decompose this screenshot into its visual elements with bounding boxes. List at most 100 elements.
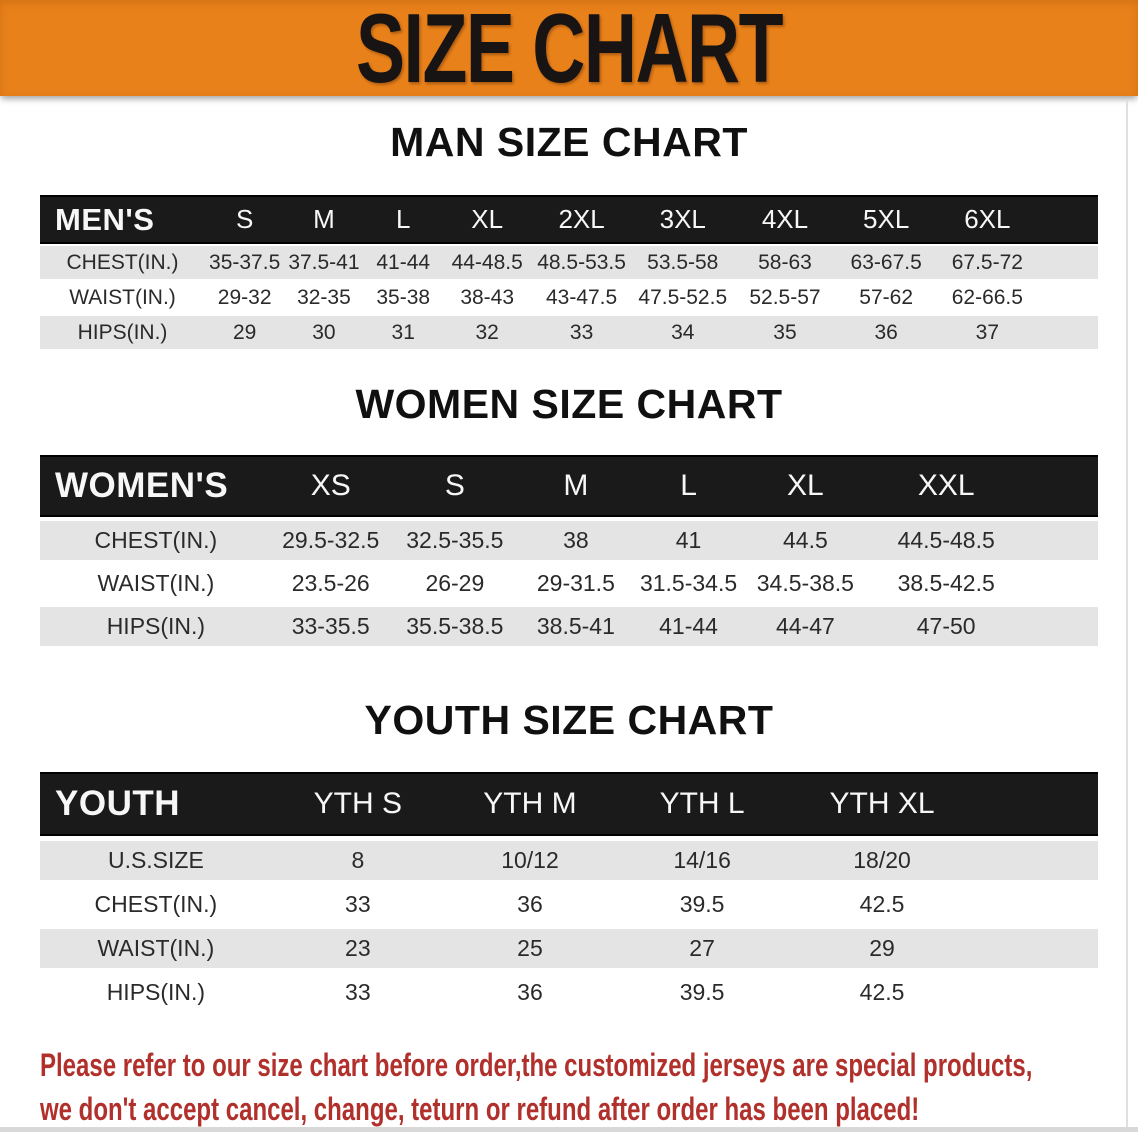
men-size-table: MEN'S S M L XL 2XL 3XL 4XL 5XL 6XL CHEST(IN.) 35-37… — [40, 193, 1098, 351]
men-size-section: MAN SIZE CHART MEN'S S M L XL 2XL 3XL 4XL 5XL 6XL… — [0, 122, 1138, 351]
size-value-cell: 32 — [442, 316, 532, 349]
row-spacer — [975, 885, 1098, 924]
size-column-header: 2XL — [531, 195, 632, 244]
youth-size-table: YOUTH YTH S YTH M YTH L YTH XL U.S.SIZE 8 10/12… — [40, 767, 1098, 1017]
size-value-cell: 23 — [271, 929, 444, 968]
size-value-cell: 35-38 — [363, 281, 443, 314]
women-size-table: WOMEN'S XS S M L XL XXL CHEST(IN.) 29.5-32.5 32.5… — [40, 451, 1098, 650]
size-column-header: 5XL — [836, 195, 937, 244]
size-header-row: YOUTH YTH S YTH M YTH L YTH XL — [40, 772, 1098, 836]
size-value-cell: 33-35.5 — [271, 607, 390, 646]
row-label: WAIST(IN.) — [40, 929, 272, 968]
size-value-cell: 48.5-53.5 — [531, 246, 632, 279]
size-value-cell: 29-31.5 — [520, 564, 632, 603]
bottom-edge-artifact — [0, 1127, 1138, 1132]
row-spacer — [975, 973, 1098, 1012]
size-value-cell: 14/16 — [616, 841, 789, 880]
size-value-cell: 32-35 — [284, 281, 364, 314]
size-table-row: WAIST(IN.) 29-32 32-35 35-38 38-43 43-47.5 47.… — [40, 281, 1098, 314]
table-corner-label: YOUTH — [40, 772, 272, 836]
size-value-cell: 18/20 — [788, 841, 976, 880]
size-value-cell: 37.5-41 — [284, 246, 364, 279]
size-value-cell: 58-63 — [733, 246, 837, 279]
size-value-cell: 8 — [271, 841, 444, 880]
row-spacer — [975, 929, 1098, 968]
row-spacer — [975, 841, 1098, 880]
size-value-cell: 67.5-72 — [936, 246, 1039, 279]
size-column-header: M — [520, 455, 632, 517]
size-value-cell: 26-29 — [389, 564, 521, 603]
row-label: CHEST(IN.) — [40, 885, 272, 924]
header-spacer — [1027, 455, 1098, 517]
size-value-cell: 27 — [616, 929, 789, 968]
size-value-cell: 37 — [936, 316, 1039, 349]
size-value-cell: 57-62 — [836, 281, 937, 314]
size-value-cell: 43-47.5 — [531, 281, 632, 314]
size-column-header: 4XL — [733, 195, 837, 244]
youth-size-section: YOUTH SIZE CHART YOUTH YTH S YTH M YTH L YTH… — [0, 700, 1138, 1017]
size-column-header: YTH XL — [788, 772, 976, 836]
size-value-cell: 25 — [443, 929, 617, 968]
footer-note-line2: we don't accept cancel, change, teturn o… — [40, 1091, 920, 1127]
size-value-cell: 47.5-52.5 — [631, 281, 734, 314]
size-value-cell: 29 — [788, 929, 976, 968]
footer-disclaimer: Please refer to our size chart before or… — [40, 1043, 1138, 1131]
size-value-cell: 35.5-38.5 — [389, 607, 521, 646]
row-spacer — [1038, 316, 1098, 349]
size-value-cell: 39.5 — [616, 885, 789, 924]
size-table-row: HIPS(IN.) 29 30 31 32 33 34 35 36 37 — [40, 316, 1098, 349]
footer-note-line1: Please refer to our size chart before or… — [40, 1047, 1033, 1083]
size-column-header: S — [205, 195, 285, 244]
row-spacer — [1038, 281, 1098, 314]
size-value-cell: 33 — [271, 973, 444, 1012]
row-label: WAIST(IN.) — [40, 281, 206, 314]
size-value-cell: 23.5-26 — [271, 564, 390, 603]
size-value-cell: 35-37.5 — [205, 246, 285, 279]
size-table-row: WAIST(IN.) 23 25 27 29 — [40, 929, 1098, 968]
size-column-header: YTH M — [443, 772, 617, 836]
size-value-cell: 30 — [284, 316, 364, 349]
size-value-cell: 36 — [836, 316, 937, 349]
women-size-section: WOMEN SIZE CHART WOMEN'S XS S M L XL XXL CHEST(… — [0, 384, 1138, 650]
size-header-row: MEN'S S M L XL 2XL 3XL 4XL 5XL 6XL — [40, 195, 1098, 244]
size-column-header: L — [363, 195, 443, 244]
size-column-header: S — [389, 455, 521, 517]
size-column-header: M — [284, 195, 364, 244]
size-value-cell: 33 — [271, 885, 444, 924]
size-value-cell: 31.5-34.5 — [631, 564, 746, 603]
size-table-row: HIPS(IN.) 33-35.5 35.5-38.5 38.5-41 41-44 44-… — [40, 607, 1098, 646]
size-value-cell: 29.5-32.5 — [271, 521, 390, 560]
size-value-cell: 53.5-58 — [631, 246, 734, 279]
size-column-header: L — [631, 455, 746, 517]
size-value-cell: 10/12 — [443, 841, 617, 880]
size-header-row: WOMEN'S XS S M L XL XXL — [40, 455, 1098, 517]
size-value-cell: 38 — [520, 521, 632, 560]
size-value-cell: 41-44 — [363, 246, 443, 279]
size-value-cell: 41 — [631, 521, 746, 560]
men-section-heading: MAN SIZE CHART — [390, 119, 748, 165]
size-column-header: YTH S — [271, 772, 444, 836]
size-value-cell: 32.5-35.5 — [389, 521, 521, 560]
size-table-row: U.S.SIZE 8 10/12 14/16 18/20 — [40, 841, 1098, 880]
row-spacer — [1027, 564, 1098, 603]
size-value-cell: 29-32 — [205, 281, 285, 314]
size-value-cell: 44.5-48.5 — [865, 521, 1028, 560]
size-value-cell: 38-43 — [442, 281, 532, 314]
size-table-row: HIPS(IN.) 33 36 39.5 42.5 — [40, 973, 1098, 1012]
header-spacer — [1038, 195, 1098, 244]
row-label: HIPS(IN.) — [40, 316, 206, 349]
size-value-cell: 39.5 — [616, 973, 789, 1012]
size-value-cell: 52.5-57 — [733, 281, 837, 314]
row-label: HIPS(IN.) — [40, 973, 272, 1012]
header-spacer — [975, 772, 1098, 836]
size-table-row: CHEST(IN.) 35-37.5 37.5-41 41-44 44-48.5 48.5… — [40, 246, 1098, 279]
size-table: MEN'S S M L XL 2XL 3XL 4XL 5XL 6XL CHEST(IN.) 35-37… — [40, 193, 1098, 351]
size-table-row: CHEST(IN.) 33 36 39.5 42.5 — [40, 885, 1098, 924]
table-corner-label: MEN'S — [40, 195, 206, 244]
women-section-heading: WOMEN SIZE CHART — [355, 381, 783, 427]
size-value-cell: 38.5-42.5 — [865, 564, 1028, 603]
size-value-cell: 34.5-38.5 — [745, 564, 866, 603]
size-column-header: XL — [745, 455, 866, 517]
size-column-header: XS — [271, 455, 390, 517]
